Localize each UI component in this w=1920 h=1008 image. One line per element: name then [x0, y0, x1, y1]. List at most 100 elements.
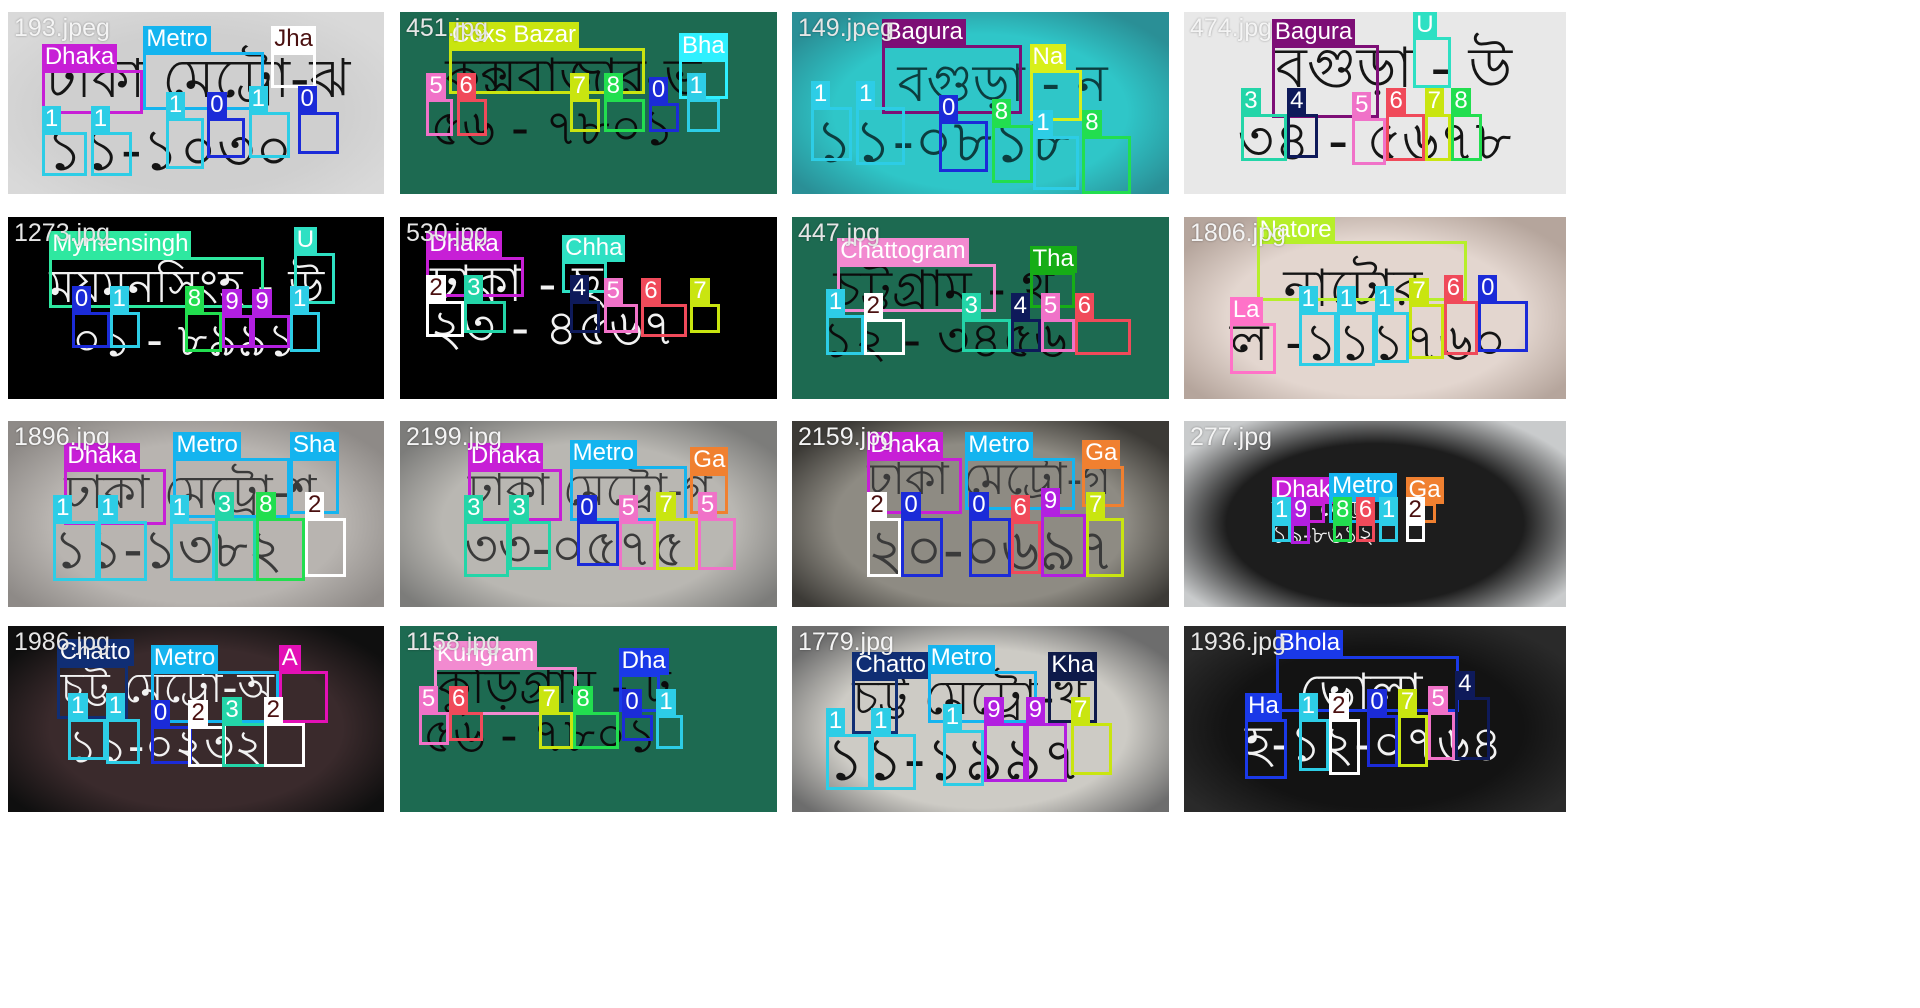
bbox-0 [207, 117, 245, 158]
bbox-label: Bagura [882, 18, 966, 46]
bbox-1 [1298, 719, 1330, 772]
bbox-label: 5 [1352, 91, 1372, 119]
image-filename: 1896.jpg [14, 423, 110, 451]
bbox-label: 8 [1082, 109, 1102, 137]
bbox-label: 0 [969, 491, 989, 519]
bbox-label: Metro [569, 439, 637, 467]
bbox-3 [222, 722, 268, 768]
bbox-5 [1352, 117, 1387, 165]
image-tile: চট্ট মেট্রো-অ ১১-০২৩২ Chatto Metro A 1 1 0 2 3 2 19… [8, 626, 384, 812]
bbox-label: Chatto [852, 652, 930, 680]
bbox-5 [1040, 318, 1075, 352]
bbox-1 [53, 521, 99, 581]
bbox-1 [1033, 135, 1079, 191]
plate-text: ৫৬ - ৭৮০১ [430, 99, 675, 157]
bbox-label: 6 [1010, 495, 1031, 523]
image-tile: বগুড়া - উ ৩৪ - ৫৬৭৮ Bagura U 3 4 5 6 7 8 474.jpg [1184, 12, 1566, 194]
bbox-label: 3 [464, 495, 484, 523]
bbox-label: Metro [1329, 473, 1397, 501]
bbox-label: 7 [539, 685, 559, 713]
bbox-label: 0 [622, 689, 642, 717]
bbox-label: 6 [1355, 497, 1376, 525]
bbox-label: Ga [1082, 439, 1121, 467]
bbox-label: 9 [252, 289, 272, 317]
bbox-label: 1 [1336, 285, 1357, 313]
bbox-1 [825, 315, 864, 356]
bbox-label: 3 [509, 495, 529, 523]
image-filename: 474.jpg [1190, 14, 1273, 42]
bbox-8 [573, 711, 619, 749]
bbox-2 [863, 318, 906, 356]
bbox-label: 1 [290, 285, 310, 313]
bbox-1 [686, 99, 721, 133]
bbox-label: Na [1029, 44, 1067, 72]
image-filename: 2159.jpg [798, 423, 894, 451]
bbox-label: A [278, 644, 301, 672]
bbox-label: Chatto [56, 639, 134, 667]
plate-text: চট্ট মেট্রো-খ [852, 670, 1087, 727]
image-tile: কুড়িগ্রাম - ঢ ৫৬ - ৭৮০১ Kurigram Dha 5 6 7 8 0 1… [400, 626, 777, 812]
bbox-5 [1428, 711, 1456, 760]
bbox-0 [577, 521, 619, 567]
bbox-7 [1409, 304, 1444, 359]
bbox-7 [690, 304, 721, 334]
bbox-label: Bagura [1271, 18, 1356, 46]
image-tile: ঢাকা মেট্রো-গ ৩৩-০৫৭৫ Dhaka Metro Ga 3 3 0 5 7 5 21… [400, 421, 777, 607]
bbox-0 [622, 715, 653, 742]
bbox-label: 5 [418, 685, 439, 713]
bbox-label: 4 [1010, 292, 1031, 320]
bbox-label: 1 [109, 285, 129, 313]
bbox-label: 8 [1332, 497, 1353, 525]
image-filename: 1986.jpg [14, 628, 110, 656]
bbox-1 [856, 106, 906, 165]
image-tile: ঢাকা মেট্রো-ঝ ১১-১০৩০ Dhaka Metro Jha 1 1 1 0 1 0 1… [8, 12, 384, 194]
bbox-label: 2 [305, 491, 325, 519]
image-filename: 2199.jpg [406, 423, 502, 451]
bbox-1 [1375, 311, 1410, 363]
bbox-0 [969, 517, 1011, 578]
bbox-label: 8 [991, 98, 1012, 126]
bbox-label: 0 [150, 700, 171, 728]
bbox-label: Metro [965, 432, 1033, 460]
bbox-label: 6 [449, 685, 469, 713]
bbox-2 [867, 517, 902, 578]
bbox-label: 8 [573, 685, 593, 713]
bbox-6 [1010, 521, 1041, 574]
bbox-label: 9 [1290, 497, 1311, 525]
image-filename: 530.jpg [406, 219, 489, 247]
plate-text: ৩৩-০৫৭৫ [464, 519, 686, 580]
bbox-0 [939, 121, 989, 173]
bbox-6 [456, 99, 487, 136]
bbox-5 [418, 711, 449, 746]
bbox-natore [1256, 240, 1467, 301]
bbox-1 [165, 117, 204, 169]
bbox-1 [942, 730, 985, 786]
image-filename: 1273.jpg [14, 219, 110, 247]
bbox-label: 1 [1271, 497, 1292, 525]
bbox-0 [1367, 715, 1398, 768]
bbox-chattogram [837, 264, 996, 312]
bbox-label: La [1229, 296, 1263, 324]
bbox-label: Jha [271, 26, 316, 54]
bbox-label: Metro [143, 26, 211, 54]
bbox-2 [263, 722, 306, 768]
bbox-7 [539, 711, 574, 749]
bbox-5 [426, 99, 453, 136]
bbox-9 [1290, 523, 1311, 544]
bbox-label: 1 [1298, 693, 1318, 720]
bbox-1 [1336, 311, 1375, 367]
bbox-1 [1298, 311, 1337, 367]
bbox-label: 0 [577, 495, 597, 523]
bbox-label: U [1413, 12, 1437, 39]
bbox-label: 2 [188, 700, 208, 728]
bbox-la [1229, 322, 1276, 374]
bbox-label: Dhaka [41, 44, 118, 72]
bbox-4 [569, 300, 600, 334]
bbox-0 [648, 103, 679, 133]
bbox-metro [927, 670, 1038, 723]
bbox-1 [105, 719, 140, 764]
bbox-label: 7 [1397, 689, 1418, 717]
image-filename: 1779.jpg [798, 628, 894, 656]
image-filename: 149.jpeg [798, 14, 894, 42]
